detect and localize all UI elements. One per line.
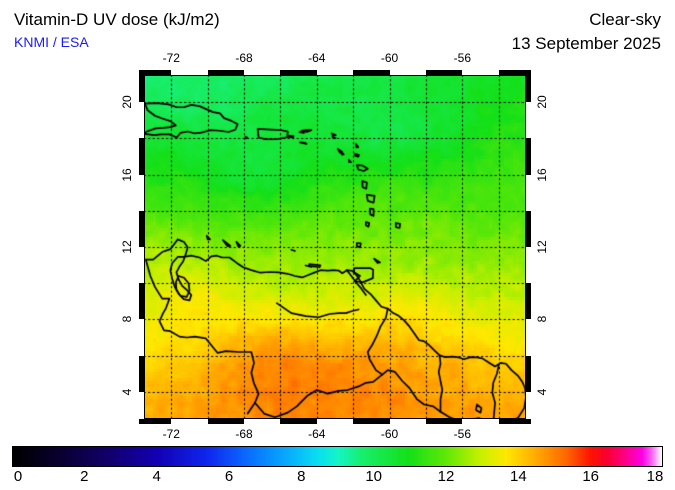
colorbar-tick-label: 8 xyxy=(297,468,306,485)
x-axis-tick-top: -64 xyxy=(308,51,326,65)
axis-tick-segment xyxy=(526,319,531,356)
x-axis-tick-top: -60 xyxy=(380,51,399,65)
axis-tick-segment xyxy=(139,174,144,211)
y-axis-tick-left: 8 xyxy=(120,316,134,323)
y-axis-tick-right: 20 xyxy=(535,95,549,109)
axis-tick-segment xyxy=(139,102,144,139)
page-title: Vitamin-D UV dose (kJ/m2) xyxy=(14,10,220,29)
x-axis-tick-top: -56 xyxy=(453,51,471,65)
colorbar-tick-label: 14 xyxy=(509,468,527,485)
y-axis-tick-left: 4 xyxy=(120,388,134,396)
colorbar-tick-label: 16 xyxy=(582,468,599,485)
axis-tick-segment xyxy=(316,70,354,75)
colorbar-tick-label: 10 xyxy=(365,468,382,485)
x-axis-tick-bottom: -60 xyxy=(380,427,399,441)
y-axis-tick-right: 8 xyxy=(535,316,549,323)
y-axis-tick-right: 12 xyxy=(535,240,549,254)
axis-tick-segment xyxy=(389,419,426,424)
colorbar-tick-label: 4 xyxy=(152,468,161,485)
map-panel xyxy=(139,70,531,424)
axis-tick-segment xyxy=(462,419,499,424)
axis-tick-segment xyxy=(389,70,426,75)
y-axis-tick-right: 4 xyxy=(535,388,549,396)
x-axis-tick-top: -68 xyxy=(235,51,253,65)
y-axis-tick-right: 16 xyxy=(535,167,549,182)
x-axis-tick-top: -72 xyxy=(162,51,180,65)
axis-frame-left xyxy=(139,75,144,419)
colorbar xyxy=(12,446,663,467)
y-axis-tick-left: 16 xyxy=(120,167,134,182)
axis-tick-segment xyxy=(526,102,531,139)
axis-frame-top xyxy=(139,70,531,75)
axis-tick-segment xyxy=(526,174,531,211)
date-label: 13 September 2025 xyxy=(511,34,661,53)
axis-tick-segment xyxy=(526,391,531,419)
colorbar-tick-label: 2 xyxy=(80,468,89,485)
axis-tick-segment xyxy=(139,247,144,284)
x-axis-tick-bottom: -72 xyxy=(162,427,180,441)
axis-tick-segment xyxy=(244,419,281,424)
axis-tick-segment xyxy=(139,319,144,356)
axis-tick-segment xyxy=(316,419,354,424)
colorbar-gradient xyxy=(12,446,663,467)
sky-condition-label: Clear-sky xyxy=(589,10,661,29)
axis-tick-segment xyxy=(139,391,144,419)
uv-dose-heatmap xyxy=(144,75,526,419)
axis-frame-right xyxy=(526,75,531,419)
colorbar-tick-label: 0 xyxy=(13,468,23,485)
x-axis-tick-bottom: -64 xyxy=(308,427,326,441)
attribution-label: KNMI / ESA xyxy=(14,34,89,50)
y-axis-tick-left: 12 xyxy=(120,240,134,254)
axis-tick-segment xyxy=(526,247,531,284)
colorbar-tick-label: 18 xyxy=(646,468,664,485)
axis-frame-bottom xyxy=(139,419,531,424)
axis-tick-segment xyxy=(462,70,499,75)
axis-tick-segment xyxy=(244,70,281,75)
y-axis-tick-left: 20 xyxy=(120,95,134,109)
colorbar-tick-label: 6 xyxy=(224,468,234,485)
x-axis-tick-bottom: -68 xyxy=(235,427,253,441)
x-axis-tick-bottom: -56 xyxy=(453,427,471,441)
axis-tick-segment xyxy=(171,70,208,75)
axis-tick-segment xyxy=(171,419,208,424)
colorbar-tick-label: 12 xyxy=(437,468,455,485)
